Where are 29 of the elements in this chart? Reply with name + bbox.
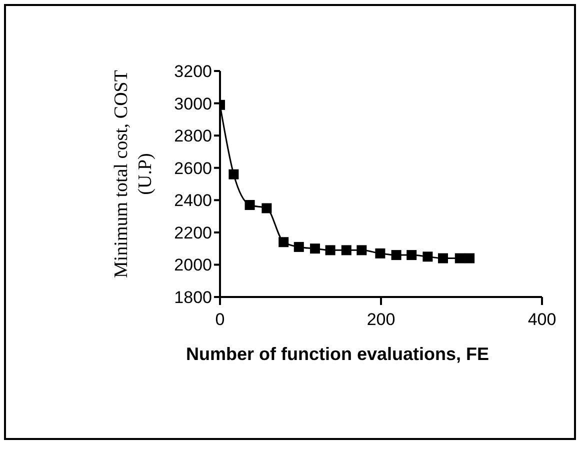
- point: [391, 250, 402, 260]
- x-tick-label: 0: [215, 310, 225, 330]
- point: [228, 169, 239, 180]
- point: [244, 200, 255, 210]
- point: [325, 245, 336, 256]
- point: [375, 248, 386, 258]
- point: [454, 253, 465, 264]
- y-tick-label: 3200: [174, 62, 212, 82]
- y-tick-label: 2600: [174, 158, 212, 178]
- y-tick-label: 3000: [174, 94, 212, 114]
- point: [406, 250, 417, 260]
- point: [422, 252, 433, 262]
- y-tick-label: 2400: [174, 191, 212, 210]
- y-axis-title: Minimum total cost, COST (U.P): [110, 69, 157, 280]
- y-tick-label: 1800: [174, 288, 212, 308]
- point: [262, 203, 272, 214]
- point: [464, 253, 475, 264]
- y-tick-label: 2200: [174, 223, 212, 242]
- y-tick-label: 2000: [174, 256, 212, 275]
- y-tick-label: 2800: [174, 126, 212, 146]
- x-axis-title: Number of function evaluations, FE: [186, 344, 490, 365]
- x-tick-label: 200: [366, 310, 396, 330]
- point: [278, 237, 289, 248]
- point: [310, 244, 320, 254]
- point: [356, 245, 367, 256]
- x-tick-label: 400: [528, 310, 556, 330]
- point: [294, 242, 304, 252]
- point: [438, 253, 448, 264]
- point: [341, 245, 352, 256]
